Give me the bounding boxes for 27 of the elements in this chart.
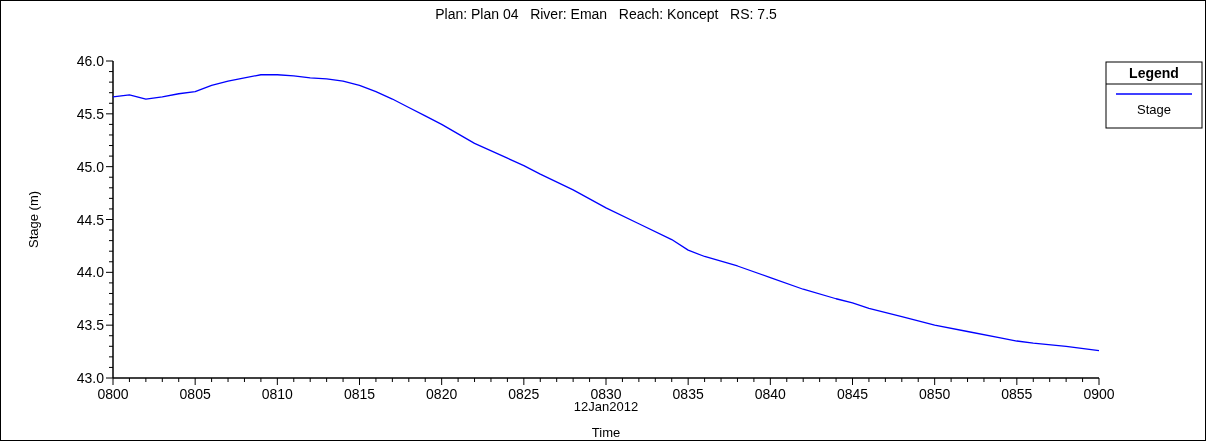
x-tick-label: 0800 — [97, 386, 129, 402]
y-tick-label: 43.5 — [76, 317, 105, 334]
line-series — [112, 74, 1100, 352]
chart-title: Plan: Plan 04 River: Eman Reach: Koncept RS: 7.5 — [435, 6, 778, 22]
x-tick-label: 0835 — [672, 386, 704, 402]
x-tick-label: 0815 — [343, 386, 376, 402]
x-tick-label: 0845 — [836, 386, 869, 402]
x-tick-label: 0805 — [179, 386, 211, 402]
x-tick-label: 0830 — [590, 386, 622, 402]
legend-title: Legend — [1129, 65, 1179, 81]
x-tick-label: 0840 — [754, 386, 787, 402]
x-tick-label: 0825 — [508, 386, 540, 402]
x-tick-label: 0900 — [1083, 386, 1115, 402]
x-tick-label: 0850 — [919, 386, 951, 402]
y-tick-label: 44.5 — [76, 211, 105, 228]
y-tick-label: 44.0 — [76, 264, 105, 281]
text: Stage — [1137, 102, 1171, 117]
text: 12Jan2012 — [573, 399, 639, 414]
x-tick-label: 0810 — [261, 386, 294, 402]
y-tick-label: 45.5 — [76, 105, 105, 122]
x-tick-label: 0855 — [1001, 386, 1033, 402]
y-tick-label: 46.0 — [76, 53, 105, 69]
x-tick-label: 0820 — [426, 386, 458, 402]
x-axis-title: Time — [591, 425, 621, 440]
y-tick-label: 43.0 — [76, 370, 105, 386]
y-axis-title: Stage (m) — [26, 190, 41, 249]
y-tick-label: 45.0 — [76, 158, 105, 175]
